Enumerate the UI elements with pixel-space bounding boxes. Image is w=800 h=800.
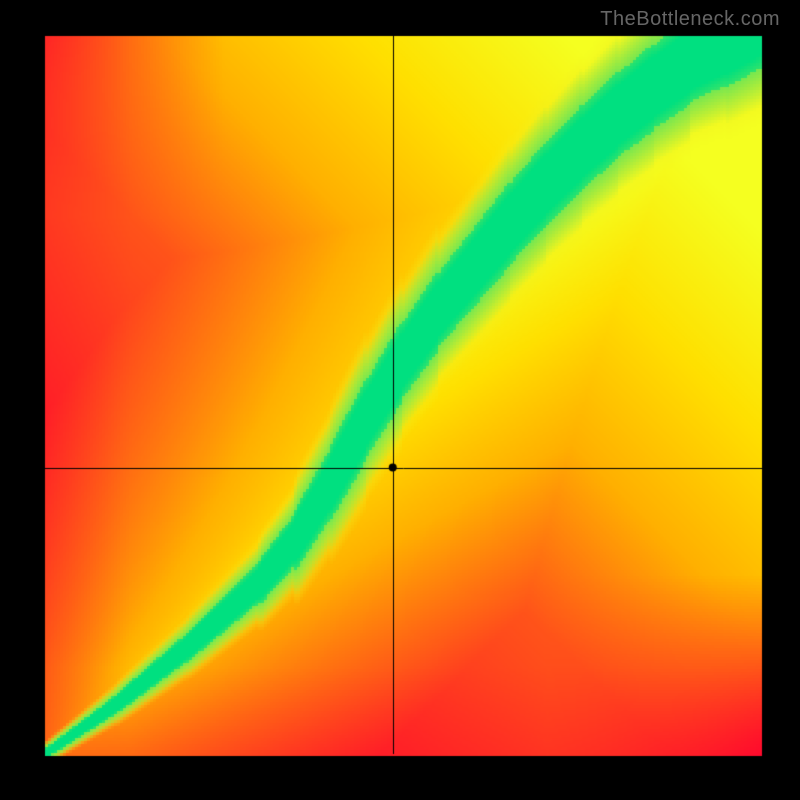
chart-container: TheBottleneck.com xyxy=(0,0,800,800)
bottleneck-heatmap xyxy=(0,0,800,800)
watermark-text: TheBottleneck.com xyxy=(600,8,780,31)
